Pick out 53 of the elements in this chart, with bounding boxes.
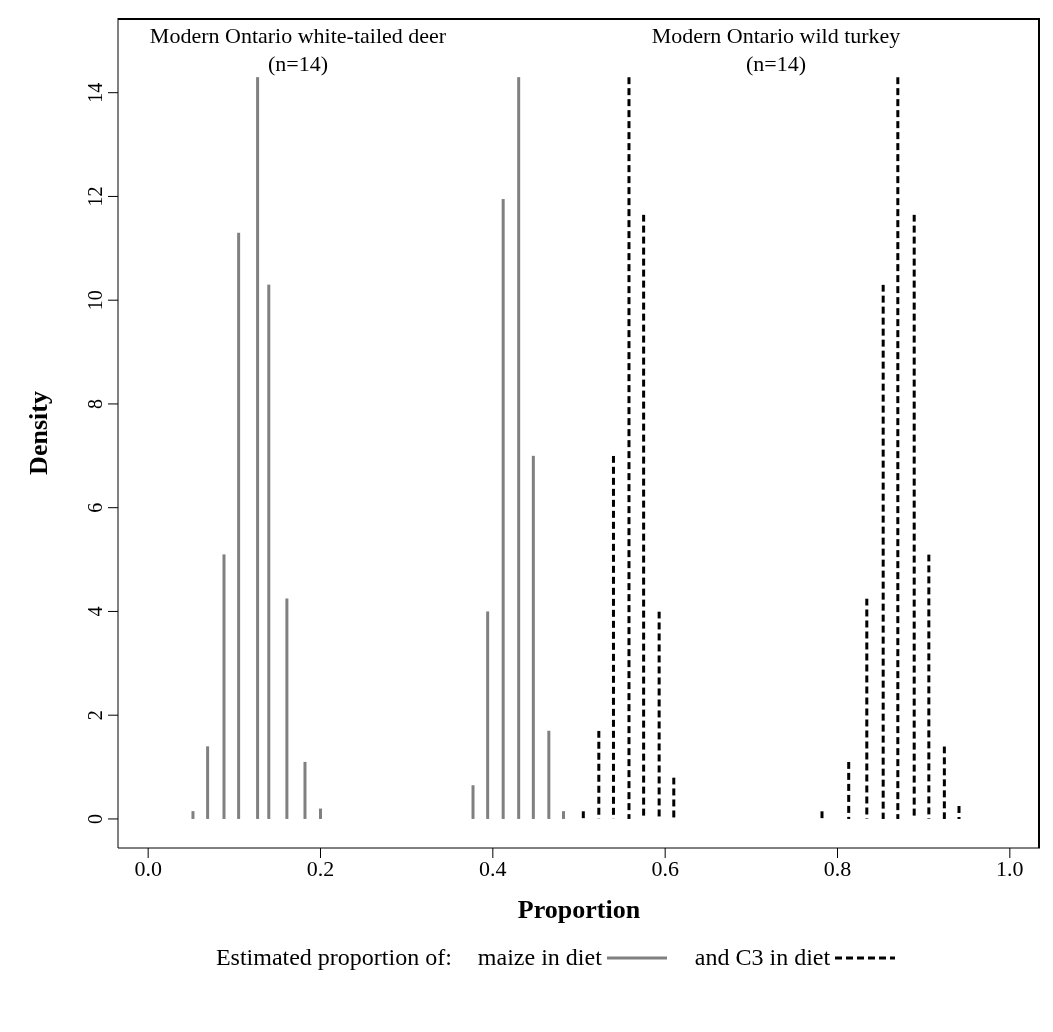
y-axis-title: Density <box>24 391 54 475</box>
y-tick-label: 2 <box>84 710 106 721</box>
x-tick-label: 0.0 <box>134 855 162 881</box>
x-tick-label: 0.8 <box>823 855 852 881</box>
bar <box>471 785 475 819</box>
bar <box>865 598 869 819</box>
bar <box>486 611 490 819</box>
x-tick-label: 0.4 <box>479 855 507 881</box>
bar <box>237 232 241 819</box>
bar <box>657 611 661 819</box>
bar <box>627 77 631 819</box>
bar <box>912 214 916 819</box>
y-tick-label: 12 <box>84 186 106 207</box>
bar <box>256 77 260 819</box>
bar <box>531 455 535 819</box>
bar <box>517 77 521 819</box>
bar <box>581 811 585 819</box>
bar <box>957 805 961 819</box>
annotation: Modern Ontario white-tailed deer (n=14) <box>149 22 447 78</box>
bar <box>206 746 210 819</box>
x-tick-label: 1.0 <box>996 855 1024 881</box>
y-tick-label: 4 <box>84 606 106 617</box>
bar <box>881 284 885 819</box>
bar <box>927 554 931 819</box>
bar <box>611 455 615 819</box>
y-tick-label: 0 <box>84 813 106 824</box>
x-tick-label: 0.6 <box>651 855 679 881</box>
legend-label: maize in diet <box>477 944 602 971</box>
bar <box>561 811 565 819</box>
bar <box>896 77 900 819</box>
legend-label: and C3 in diet <box>694 944 831 971</box>
y-tick-label: 6 <box>84 502 106 513</box>
bar <box>303 761 307 819</box>
bar <box>672 777 676 819</box>
bar <box>820 811 824 819</box>
x-tick-label: 0.2 <box>306 855 335 881</box>
y-tick-label: 14 <box>84 82 106 103</box>
annotation: Modern Ontario wild turkey (n=14) <box>651 22 901 78</box>
x-axis-title: Proportion <box>517 895 641 924</box>
y-tick-label: 8 <box>84 398 106 409</box>
bar <box>191 811 195 819</box>
bar <box>501 199 505 819</box>
bar <box>319 808 322 819</box>
bar <box>942 746 946 819</box>
bar <box>642 214 646 819</box>
bar <box>847 761 851 819</box>
y-tick-label: 10 <box>84 290 106 311</box>
bar <box>285 598 289 819</box>
bar <box>267 284 271 819</box>
bar <box>547 730 551 819</box>
bar <box>597 730 601 819</box>
legend-title: Estimated proportion of: <box>215 944 452 971</box>
bar <box>222 554 226 819</box>
